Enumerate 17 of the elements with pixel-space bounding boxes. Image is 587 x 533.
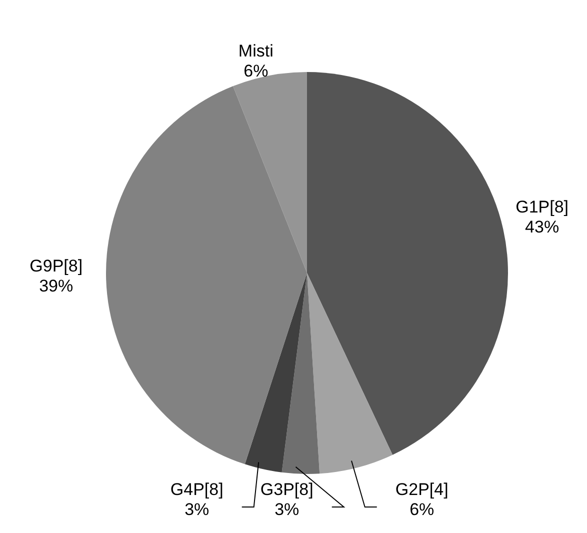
data-label: 39% bbox=[39, 276, 74, 296]
pie-slice bbox=[282, 273, 320, 474]
pie-slice bbox=[307, 273, 393, 474]
pie-slice bbox=[106, 86, 307, 464]
data-label: 3% bbox=[184, 500, 210, 519]
data-label: 6% bbox=[410, 500, 434, 519]
slice-label: G4P[8] bbox=[170, 480, 224, 499]
slice-label: G1P[8] bbox=[516, 198, 569, 217]
slice-label: G3P[8] bbox=[260, 480, 314, 499]
slice-label: G2P[4] bbox=[395, 480, 448, 499]
pie-slice bbox=[244, 273, 307, 472]
slice-label: G9P[8] bbox=[30, 256, 83, 276]
data-label: 6% bbox=[244, 62, 268, 81]
pie-slice bbox=[307, 72, 508, 455]
data-label: 43% bbox=[525, 218, 560, 237]
data-label: 3% bbox=[274, 500, 300, 519]
slice-label: Misti bbox=[238, 42, 274, 61]
